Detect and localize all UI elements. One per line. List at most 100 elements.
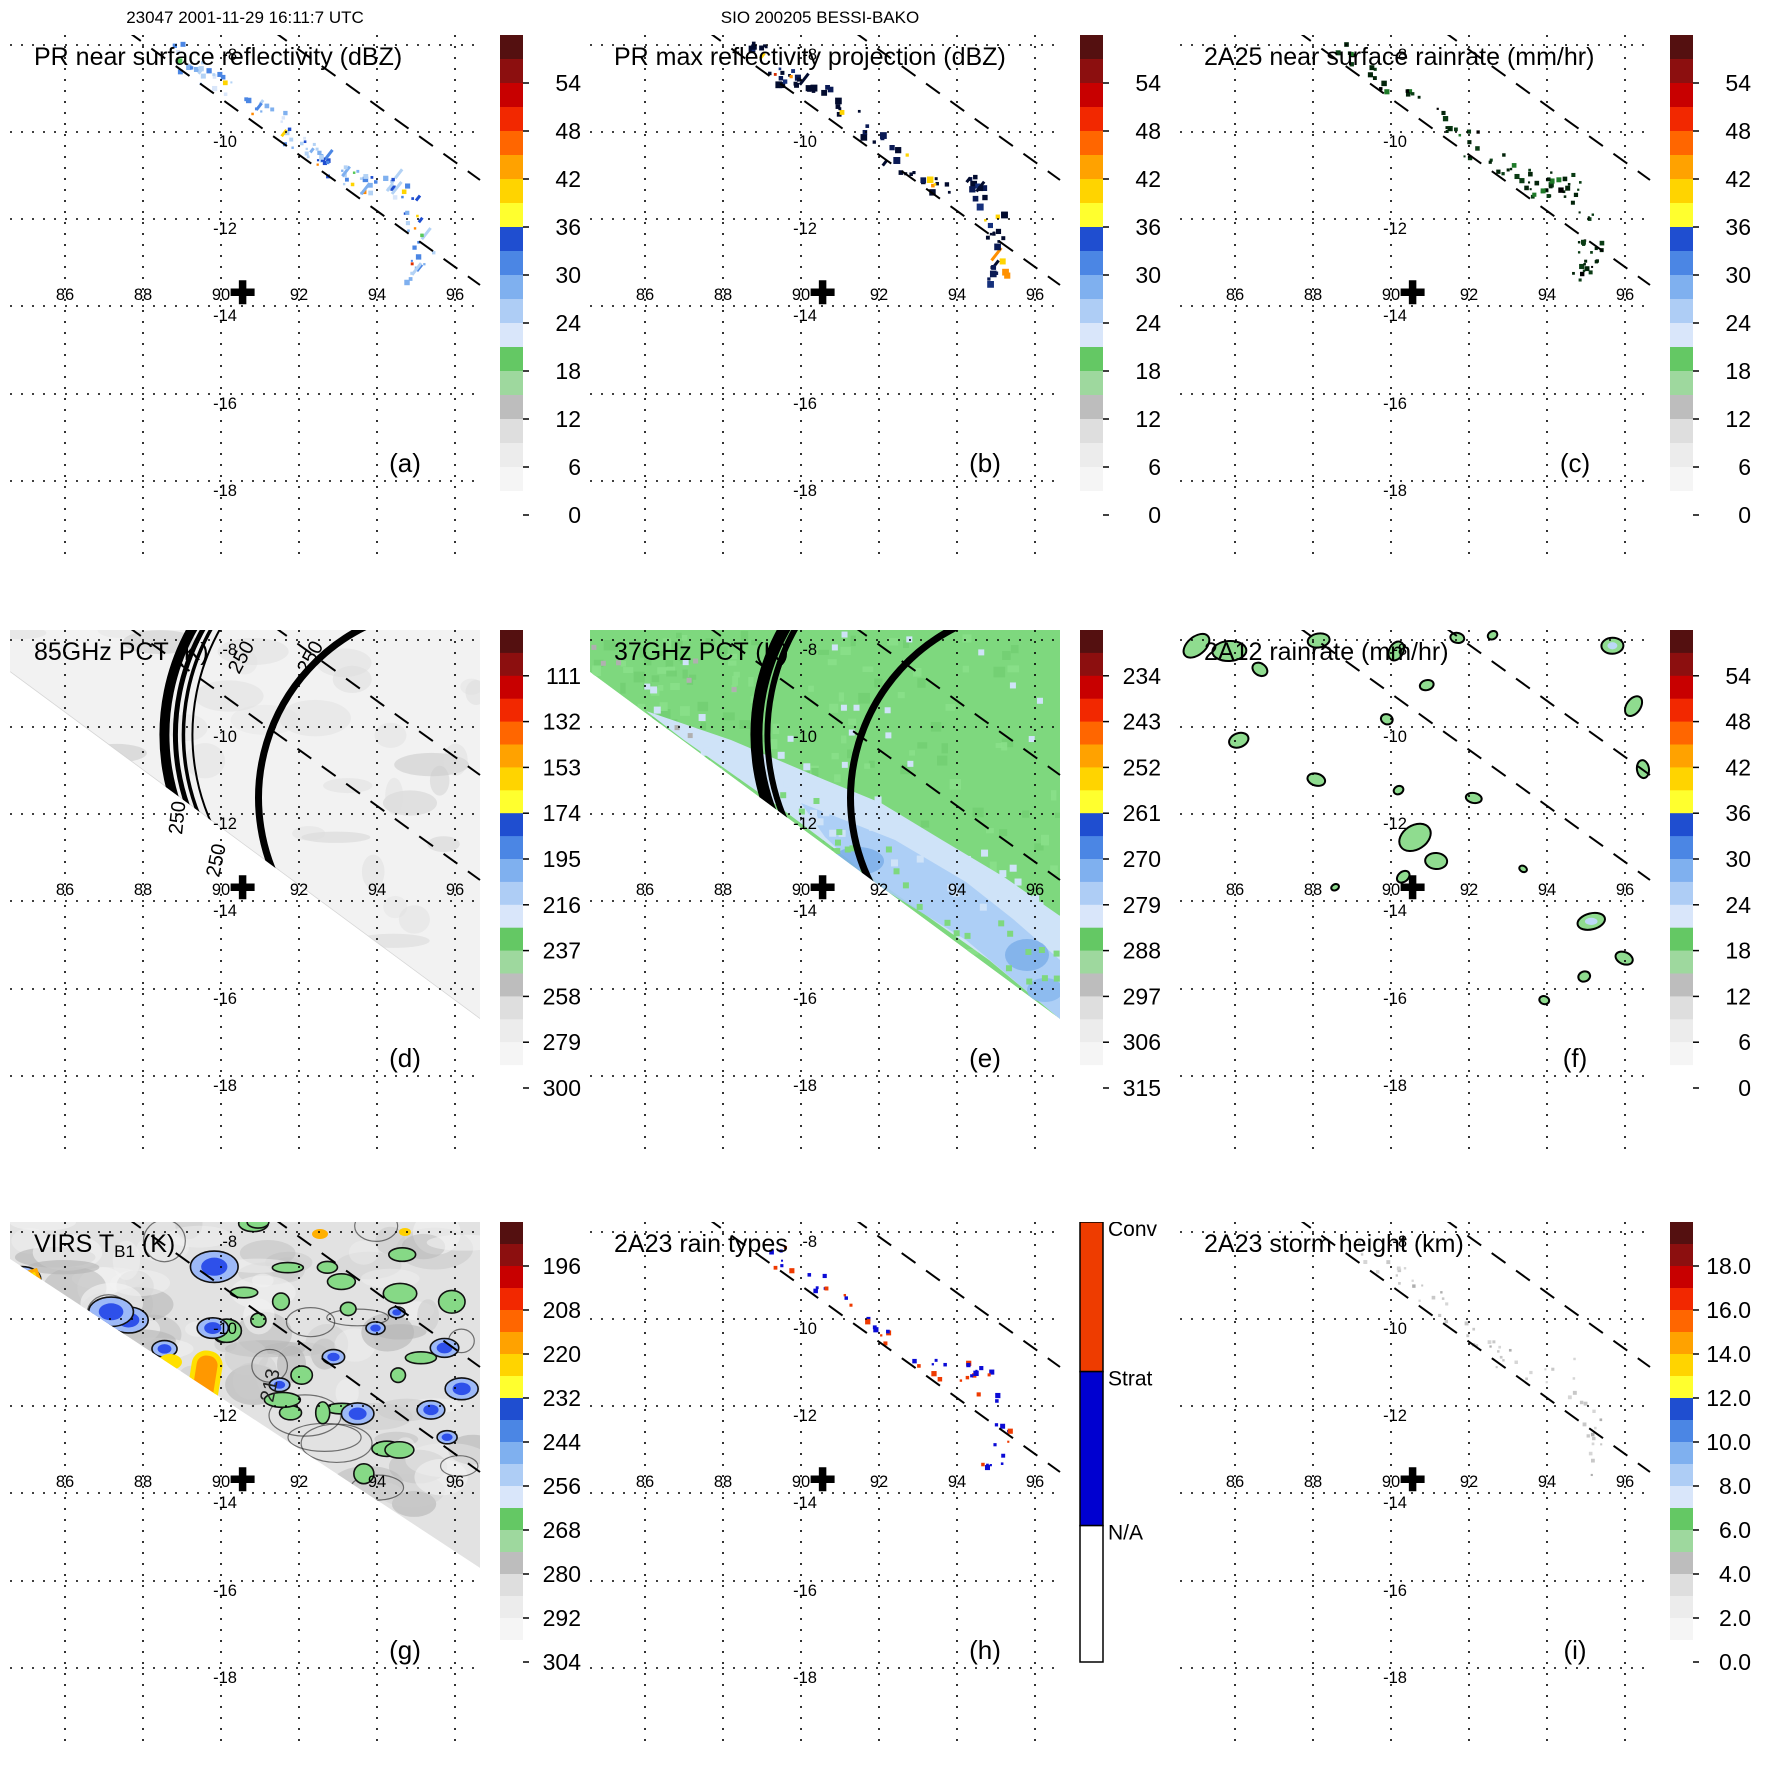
panel-letter: (a) [389, 448, 421, 478]
svg-text:-16: -16 [213, 395, 237, 413]
svg-text:216: 216 [543, 892, 581, 918]
grid-lines [590, 1222, 1060, 1747]
panel-title: PR max reflectivity projection (dBZ) [614, 43, 1006, 71]
svg-text:88: 88 [134, 286, 152, 304]
pr-swath-edge-lines [706, 625, 1061, 881]
svg-text:42: 42 [1135, 166, 1161, 192]
panel-title: 37GHz PCT (K) [614, 638, 789, 666]
svg-text:0.0: 0.0 [1719, 1649, 1751, 1675]
svg-text:86: 86 [56, 286, 74, 304]
map-data-layer [172, 41, 436, 286]
svg-text:90: 90 [212, 286, 230, 304]
svg-text:-8: -8 [802, 641, 817, 659]
panel-i-svg: 86 88 90 92 94 96 -8 -10 -12 -14 -16 -18 2A23 storm … [1180, 1217, 1751, 1747]
svg-text:252: 252 [1123, 754, 1161, 780]
svg-text:-8: -8 [802, 46, 817, 64]
svg-text:-8: -8 [1392, 46, 1407, 64]
panel-h: 86 88 90 92 94 96 -8 -10 -12 -14 -16 -18 2A23 rain t… [590, 1217, 1170, 1772]
svg-text:-14: -14 [1383, 307, 1407, 325]
svg-text:86: 86 [636, 286, 654, 304]
svg-text:36: 36 [1725, 800, 1751, 826]
svg-text:24: 24 [1725, 310, 1751, 336]
svg-text:88: 88 [1304, 286, 1322, 304]
map-data-layer [1335, 42, 1605, 282]
panel-e-svg: 86 88 90 92 94 96 -8 -10 -12 -14 -16 -18 37GHz PCT (… [590, 625, 1161, 1155]
svg-text:-12: -12 [213, 220, 237, 238]
svg-text:86: 86 [636, 1473, 654, 1491]
svg-text:280: 280 [543, 1561, 581, 1587]
svg-text:30: 30 [1135, 262, 1161, 288]
grid-lines [10, 35, 480, 560]
svg-text:250: 250 [202, 842, 230, 879]
storm-center-marker [230, 875, 255, 900]
svg-text:86: 86 [636, 881, 654, 899]
svg-text:86: 86 [56, 1473, 74, 1491]
svg-text:-14: -14 [213, 307, 237, 325]
svg-text:88: 88 [134, 881, 152, 899]
svg-text:90: 90 [212, 1473, 230, 1491]
svg-text:30: 30 [1725, 846, 1751, 872]
svg-text:258: 258 [543, 983, 581, 1009]
panel-letter: (e) [969, 1043, 1001, 1073]
svg-text:18: 18 [1135, 358, 1161, 384]
svg-text:0: 0 [568, 502, 581, 528]
colorbar: 54 48 42 36 30 24 18 12 6 0 [1670, 35, 1751, 528]
svg-text:-18: -18 [1383, 482, 1407, 500]
svg-text:14.0: 14.0 [1706, 1341, 1751, 1367]
storm-center-marker [1400, 875, 1425, 900]
axis-tick-labels: 86 88 90 92 94 96 -8 -10 -12 -14 -16 -18 [56, 1233, 464, 1687]
svg-text:-8: -8 [222, 1233, 237, 1251]
svg-text:86: 86 [1226, 881, 1244, 899]
svg-text:92: 92 [290, 881, 308, 899]
svg-text:36: 36 [1135, 214, 1161, 240]
svg-text:6: 6 [1738, 1029, 1751, 1055]
svg-text:24: 24 [1135, 310, 1161, 336]
svg-text:-16: -16 [1383, 395, 1407, 413]
svg-text:-16: -16 [213, 990, 237, 1008]
svg-text:-10: -10 [213, 728, 237, 746]
svg-text:12: 12 [1725, 983, 1751, 1009]
svg-text:268: 268 [543, 1517, 581, 1543]
panel-letter: (h) [969, 1635, 1001, 1665]
svg-text:18.0: 18.0 [1706, 1253, 1751, 1279]
svg-text:174: 174 [543, 800, 582, 826]
storm-center-marker [1400, 280, 1425, 305]
orbit-datetime-header: 23047 2001-11-29 16:11:7 UTC [126, 8, 364, 27]
panel-letter: (b) [969, 448, 1001, 478]
svg-text:86: 86 [1226, 286, 1244, 304]
svg-text:2.0: 2.0 [1719, 1605, 1751, 1631]
svg-text:12: 12 [1135, 406, 1161, 432]
svg-text:94: 94 [368, 881, 386, 899]
panel-title: 85GHz PCT (K) [34, 638, 209, 666]
grid-lines [1180, 35, 1650, 560]
axis-tick-labels: 86 88 90 92 94 96 -8 -10 -12 -14 -16 -18 [56, 46, 464, 500]
storm-center-marker [230, 280, 255, 305]
storm-center-marker [810, 875, 835, 900]
storm-center-marker [230, 1467, 255, 1492]
map-data-layer [1357, 1240, 1603, 1477]
svg-text:-18: -18 [213, 1669, 237, 1687]
svg-text:86: 86 [56, 881, 74, 899]
svg-text:256: 256 [543, 1473, 581, 1499]
svg-text:42: 42 [1725, 166, 1751, 192]
colorbar: 54 48 42 36 30 24 18 12 6 0 [500, 35, 581, 528]
panel-f-svg: 86 88 90 92 94 96 -8 -10 -12 -14 -16 -18 2A12 rainra… [1180, 625, 1751, 1155]
svg-text:6: 6 [1738, 454, 1751, 480]
svg-text:48: 48 [1135, 118, 1161, 144]
map-data-layer [1182, 629, 1651, 1006]
svg-text:18: 18 [555, 358, 581, 384]
svg-text:315: 315 [1123, 1075, 1161, 1101]
svg-text:196: 196 [543, 1253, 581, 1279]
svg-text:18: 18 [1725, 358, 1751, 384]
grid-lines [1180, 630, 1650, 1155]
svg-text:-18: -18 [1383, 1669, 1407, 1687]
svg-text:48: 48 [1725, 709, 1751, 735]
svg-text:94: 94 [948, 881, 966, 899]
svg-text:-12: -12 [213, 815, 237, 833]
panel-f: 86 88 90 92 94 96 -8 -10 -12 -14 -16 -18 2A12 rainra… [1180, 625, 1760, 1180]
svg-text:-8: -8 [222, 641, 237, 659]
svg-text:306: 306 [1123, 1029, 1161, 1055]
svg-text:208: 208 [543, 1297, 581, 1323]
